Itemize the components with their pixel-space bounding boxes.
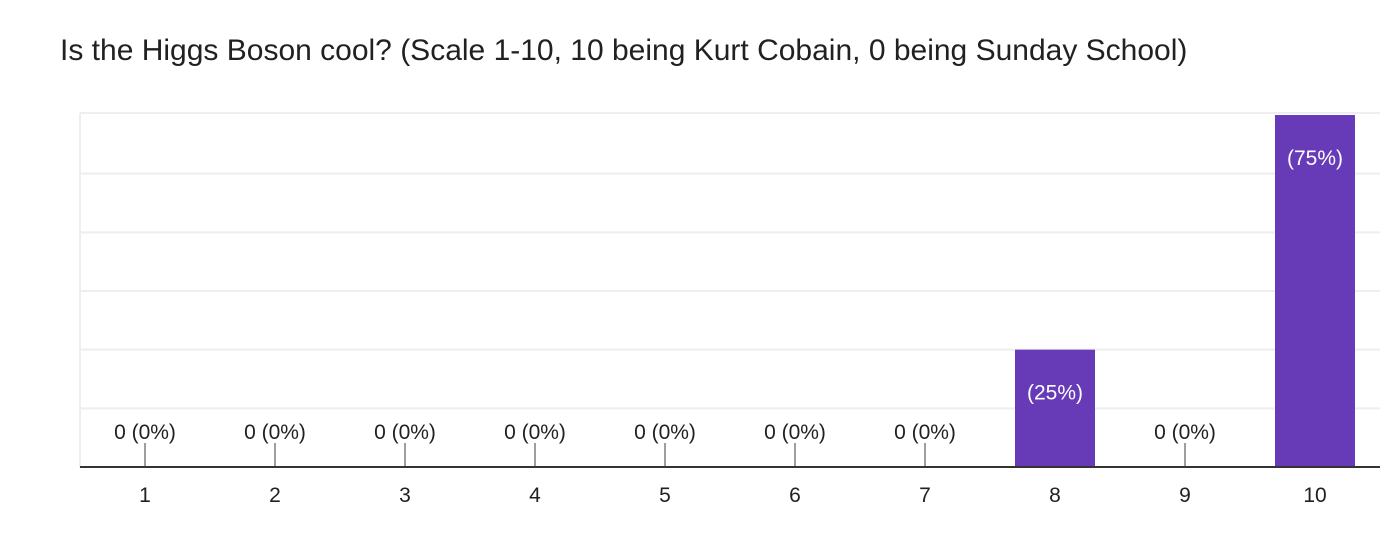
bar-8: [1015, 349, 1095, 467]
data-label-4: 0 (0%): [504, 421, 566, 444]
data-label-8: (25%): [1027, 382, 1083, 405]
data-label-2: 0 (0%): [244, 421, 306, 444]
chart-title: Is the Higgs Boson cool? (Scale 1-10, 10…: [60, 34, 1188, 67]
x-tick-label-4: 4: [529, 484, 541, 507]
data-label-10: (75%): [1287, 147, 1343, 170]
x-tick-label-2: 2: [269, 484, 281, 507]
data-label-1: 0 (0%): [114, 421, 176, 444]
data-label-5: 0 (0%): [634, 421, 696, 444]
data-label-6: 0 (0%): [764, 421, 826, 444]
x-tick-label-9: 9: [1179, 484, 1191, 507]
x-tick-label-1: 1: [139, 484, 151, 507]
data-label-7: 0 (0%): [894, 421, 956, 444]
x-tick-label-3: 3: [399, 484, 411, 507]
x-tick-label-6: 6: [789, 484, 801, 507]
x-tick-label-7: 7: [919, 484, 931, 507]
data-label-9: 0 (0%): [1154, 421, 1216, 444]
bar-10: [1275, 115, 1355, 467]
x-tick-label-10: 10: [1303, 484, 1326, 507]
x-tick-label-5: 5: [659, 484, 671, 507]
x-tick-label-8: 8: [1049, 484, 1061, 507]
data-label-3: 0 (0%): [374, 421, 436, 444]
